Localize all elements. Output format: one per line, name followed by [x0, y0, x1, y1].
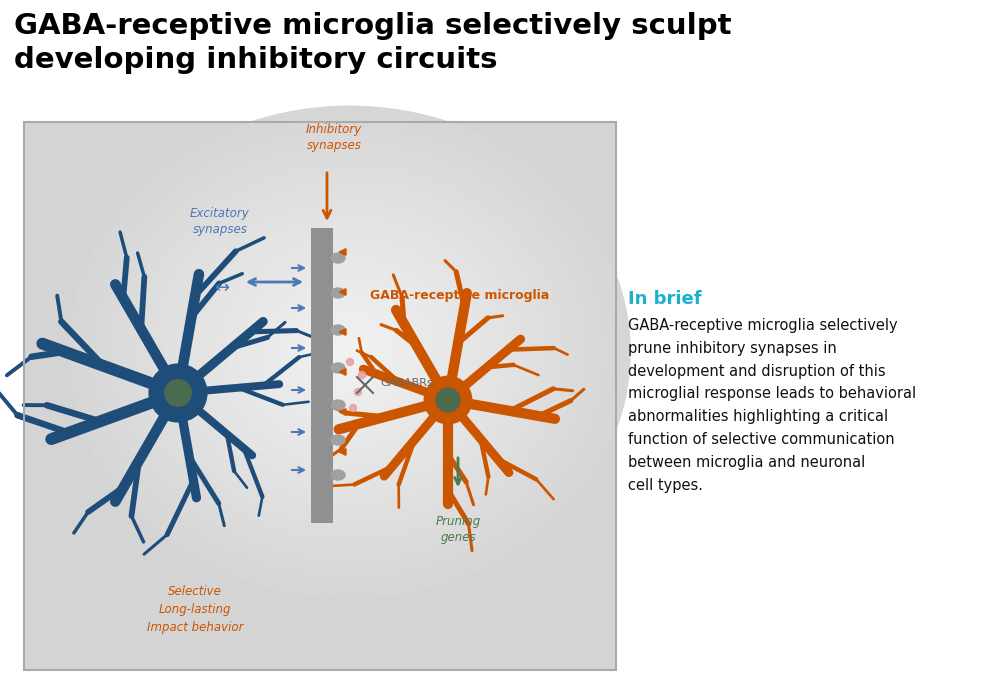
- Text: GABA-receptive microglia selectively
prune inhibitory synapses in
development an: GABA-receptive microglia selectively pru…: [628, 318, 916, 493]
- Text: Inhibitory
synapses: Inhibitory synapses: [306, 123, 362, 152]
- Ellipse shape: [271, 283, 429, 421]
- Ellipse shape: [169, 194, 530, 510]
- Ellipse shape: [148, 175, 552, 530]
- Ellipse shape: [243, 259, 456, 446]
- Ellipse shape: [164, 189, 536, 515]
- Ellipse shape: [152, 180, 546, 525]
- Ellipse shape: [108, 140, 591, 564]
- Ellipse shape: [331, 470, 345, 480]
- Ellipse shape: [331, 400, 345, 410]
- Ellipse shape: [79, 116, 620, 589]
- Circle shape: [346, 358, 353, 365]
- Ellipse shape: [254, 268, 446, 436]
- Circle shape: [436, 388, 460, 412]
- Ellipse shape: [215, 234, 484, 471]
- Ellipse shape: [282, 293, 417, 411]
- Ellipse shape: [119, 150, 580, 555]
- Ellipse shape: [276, 288, 423, 416]
- Ellipse shape: [96, 130, 603, 574]
- Circle shape: [358, 372, 365, 378]
- Ellipse shape: [232, 248, 467, 455]
- Ellipse shape: [327, 332, 372, 372]
- Ellipse shape: [331, 288, 345, 298]
- Ellipse shape: [136, 164, 563, 539]
- Ellipse shape: [331, 325, 345, 335]
- Ellipse shape: [186, 209, 513, 495]
- Text: GABA-receptive microglia selectively sculpt
developing inhibitory circuits: GABA-receptive microglia selectively scu…: [14, 12, 732, 74]
- Text: GABA-receptive microglia: GABA-receptive microglia: [370, 290, 549, 303]
- Ellipse shape: [125, 155, 574, 550]
- Ellipse shape: [203, 224, 496, 480]
- Ellipse shape: [339, 343, 360, 362]
- Ellipse shape: [305, 313, 395, 391]
- Ellipse shape: [181, 204, 519, 500]
- Ellipse shape: [158, 184, 541, 520]
- Ellipse shape: [74, 111, 625, 594]
- Ellipse shape: [310, 318, 389, 387]
- Ellipse shape: [102, 135, 597, 569]
- Ellipse shape: [322, 327, 378, 377]
- Circle shape: [354, 389, 361, 396]
- Ellipse shape: [331, 435, 345, 445]
- Ellipse shape: [131, 160, 569, 544]
- Ellipse shape: [142, 170, 557, 535]
- Ellipse shape: [248, 264, 450, 441]
- Text: Excitatory
synapses: Excitatory synapses: [190, 207, 249, 236]
- Ellipse shape: [265, 278, 434, 426]
- Ellipse shape: [333, 337, 366, 367]
- Ellipse shape: [85, 120, 614, 584]
- Bar: [311, 228, 333, 523]
- Ellipse shape: [114, 145, 586, 559]
- Circle shape: [349, 405, 356, 411]
- Ellipse shape: [288, 298, 412, 407]
- Circle shape: [164, 380, 191, 407]
- Ellipse shape: [220, 239, 479, 466]
- Ellipse shape: [175, 200, 524, 505]
- Ellipse shape: [331, 253, 345, 263]
- Ellipse shape: [299, 308, 400, 396]
- Ellipse shape: [192, 214, 507, 491]
- Ellipse shape: [91, 125, 608, 579]
- Bar: [24, 122, 616, 670]
- Text: GABABRs: GABABRs: [380, 378, 433, 388]
- Circle shape: [149, 364, 207, 422]
- Text: In brief: In brief: [628, 290, 702, 308]
- Text: Pruning
genes: Pruning genes: [436, 515, 480, 544]
- Text: ↔: ↔: [215, 279, 230, 297]
- Ellipse shape: [209, 229, 490, 475]
- Bar: [24, 122, 616, 670]
- Ellipse shape: [226, 244, 473, 461]
- Ellipse shape: [259, 273, 440, 431]
- Ellipse shape: [198, 219, 502, 485]
- Ellipse shape: [316, 323, 383, 382]
- Ellipse shape: [293, 303, 406, 402]
- Ellipse shape: [344, 347, 355, 357]
- Ellipse shape: [68, 105, 631, 599]
- Circle shape: [425, 376, 471, 424]
- Ellipse shape: [331, 363, 345, 373]
- Text: Selective
Long-lasting
Impact behavior: Selective Long-lasting Impact behavior: [147, 585, 244, 634]
- Ellipse shape: [238, 253, 462, 451]
